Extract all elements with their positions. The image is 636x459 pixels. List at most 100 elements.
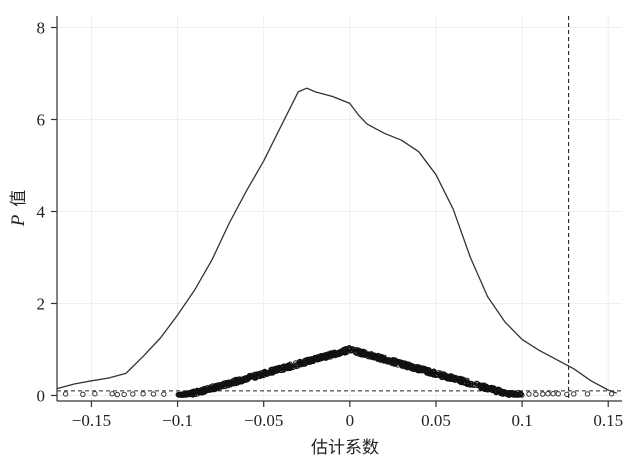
scatter-point-874 <box>427 371 434 377</box>
scatter-point-796 <box>402 363 408 370</box>
scatter-point-891 <box>181 392 188 398</box>
scatter-point-697 <box>348 347 355 353</box>
scatter-point-903 <box>109 391 115 397</box>
reference-lines <box>57 16 622 401</box>
scatter-point-862 <box>328 350 335 356</box>
scatter-point-880 <box>343 346 349 352</box>
scatter-point-755 <box>252 372 258 378</box>
x-tick-label-0: −0.15 <box>72 411 111 430</box>
scatter-point-821 <box>472 382 478 388</box>
x-tick-label-3: 0 <box>346 411 355 430</box>
scatter-point-823 <box>448 376 454 383</box>
scatter-point-916 <box>564 391 570 398</box>
scatter-point-794 <box>320 353 326 359</box>
scatter-point-904 <box>114 391 120 398</box>
scatter-point-735 <box>176 392 182 398</box>
grid-layer <box>57 16 622 401</box>
scatter-point-895 <box>242 376 249 383</box>
scatter-point-917 <box>571 391 577 397</box>
scatter-point-832 <box>489 385 495 391</box>
y-tick-label-2: 4 <box>37 202 46 221</box>
scatter-point-902 <box>92 391 98 397</box>
scatter-point-809 <box>287 365 294 371</box>
scatter-point-870 <box>263 369 269 375</box>
scatter-point-851 <box>456 378 462 384</box>
scatter-point-912 <box>540 391 546 397</box>
scatter-point-798 <box>476 383 482 389</box>
x-tick-label-5: 0.1 <box>511 411 532 430</box>
scatter-point-896 <box>431 371 437 377</box>
scatter-point-803 <box>399 360 405 367</box>
scatter-point-675 <box>317 353 323 359</box>
scatter-point-910 <box>526 391 532 397</box>
y-axis-title-rest: 值 <box>9 190 29 207</box>
x-tick-label-1: −0.1 <box>162 411 193 430</box>
x-tick-label-4: 0.05 <box>421 411 451 430</box>
y-axis-title-italic: P <box>8 214 29 227</box>
density-line <box>56 87 618 394</box>
line-layer <box>56 87 618 394</box>
scatter-point-900 <box>62 391 69 397</box>
scatter-point-893 <box>279 364 285 371</box>
scatter-point-854 <box>418 367 424 374</box>
scatter-point-840 <box>398 359 404 365</box>
y-tick-label-3: 6 <box>37 110 46 129</box>
scatter-point-908 <box>150 391 157 397</box>
scatter-point-860 <box>214 384 220 391</box>
scatter-point-863 <box>220 380 227 387</box>
scatter-point-883 <box>464 379 471 386</box>
scatter-point-865 <box>425 366 431 373</box>
scatter-point-882 <box>273 366 279 372</box>
scatter-point-888 <box>201 387 207 394</box>
scatter-point-852 <box>509 391 515 397</box>
scatter-point-913 <box>545 390 551 397</box>
scatter-point-881 <box>257 371 263 377</box>
scatter-point-915 <box>555 391 561 397</box>
scatter-point-868 <box>501 390 507 396</box>
scatter-point-782 <box>485 385 492 392</box>
x-axis-title: 估计系数 <box>311 438 379 458</box>
scatter-point-892 <box>338 350 344 356</box>
scatter-point-877 <box>385 359 392 365</box>
scatter-point-918 <box>584 391 591 397</box>
scatter-point-897 <box>305 356 311 363</box>
scatter-point-886 <box>203 386 210 393</box>
scatter-point-853 <box>226 379 233 386</box>
scatter-point-909 <box>161 391 167 397</box>
scatter-point-834 <box>323 353 330 360</box>
scatter-point-869 <box>298 361 305 368</box>
scatter-point-894 <box>495 386 501 392</box>
scatter-point-844 <box>495 389 502 395</box>
scatter-point-905 <box>121 391 127 398</box>
scatter-point-901 <box>80 391 86 398</box>
axis-frame <box>56 16 622 402</box>
scatter-point-875 <box>301 361 307 367</box>
scatter-point-898 <box>378 354 384 361</box>
scatter-point-792 <box>438 374 445 380</box>
scatter-point-914 <box>550 391 556 397</box>
scatter-point-889 <box>178 391 185 397</box>
scatter-point-911 <box>533 391 539 398</box>
scatter-point-878 <box>357 350 363 356</box>
scatter-point-778 <box>190 389 196 396</box>
scatter-point-906 <box>130 391 136 397</box>
scatter-point-846 <box>506 392 512 398</box>
scatter-point-850 <box>270 369 276 376</box>
scatter-point-789 <box>414 367 421 374</box>
ticks-layer: −0.15 −0.1 −0.05 0 0.05 0.1 0.15 0 2 4 6 8 <box>37 18 624 430</box>
scatter-point-701 <box>446 373 453 380</box>
scatter-point-907 <box>140 391 146 397</box>
scatter-point-873 <box>191 388 198 394</box>
scatter-point-800 <box>391 359 398 365</box>
scatter-point-498 <box>247 373 253 379</box>
scatter-point-872 <box>479 382 486 388</box>
scatter-point-858 <box>407 362 414 368</box>
scatter-point-836 <box>185 391 191 398</box>
scatter-point-605 <box>351 347 357 353</box>
y-axis-title: P 值 <box>8 190 29 228</box>
scatter-point-847 <box>262 370 268 377</box>
scatter-point-890 <box>377 355 383 361</box>
scatter-point-899 <box>511 390 518 397</box>
